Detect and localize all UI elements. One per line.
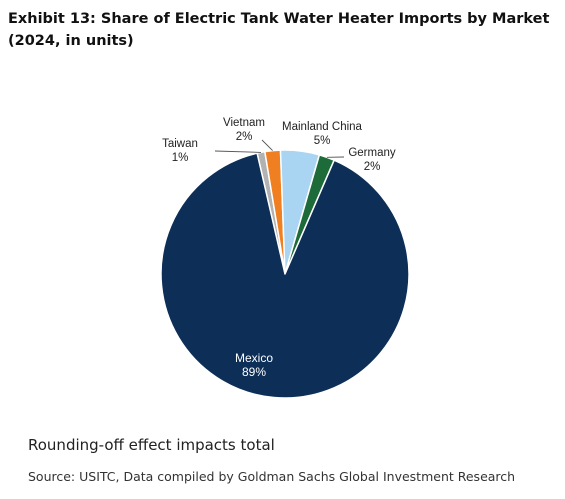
slice-value-taiwan: 1%	[172, 152, 189, 164]
slice-label-mainland-china: Mainland China	[282, 121, 363, 133]
slice-labels: Taiwan 1% Vietnam 2% Mainland China 5% Germany…	[162, 117, 396, 379]
leader-lines	[214, 139, 345, 158]
rounding-note: Rounding-off effect impacts total	[28, 436, 275, 454]
slice-label-mexico: Mexico	[235, 351, 273, 365]
pie-slices	[160, 149, 410, 399]
slice-label-germany: Germany	[348, 147, 396, 159]
source-note: Source: USITC, Data compiled by Goldman …	[28, 469, 516, 484]
leader-line-taiwan	[214, 150, 262, 153]
slice-value-vietnam: 2%	[236, 131, 253, 143]
slice-label-vietnam: Vietnam	[223, 117, 265, 129]
slice-value-mexico: 89%	[242, 365, 266, 379]
slice-value-mainland-china: 5%	[314, 135, 331, 147]
slice-label-taiwan: Taiwan	[162, 138, 198, 150]
chart-title: Exhibit 13: Share of Electric Tank Water…	[8, 11, 550, 49]
slice-value-germany: 2%	[364, 161, 381, 173]
leader-line-vietnam	[261, 139, 273, 151]
pie-slice-mexico	[160, 152, 410, 399]
